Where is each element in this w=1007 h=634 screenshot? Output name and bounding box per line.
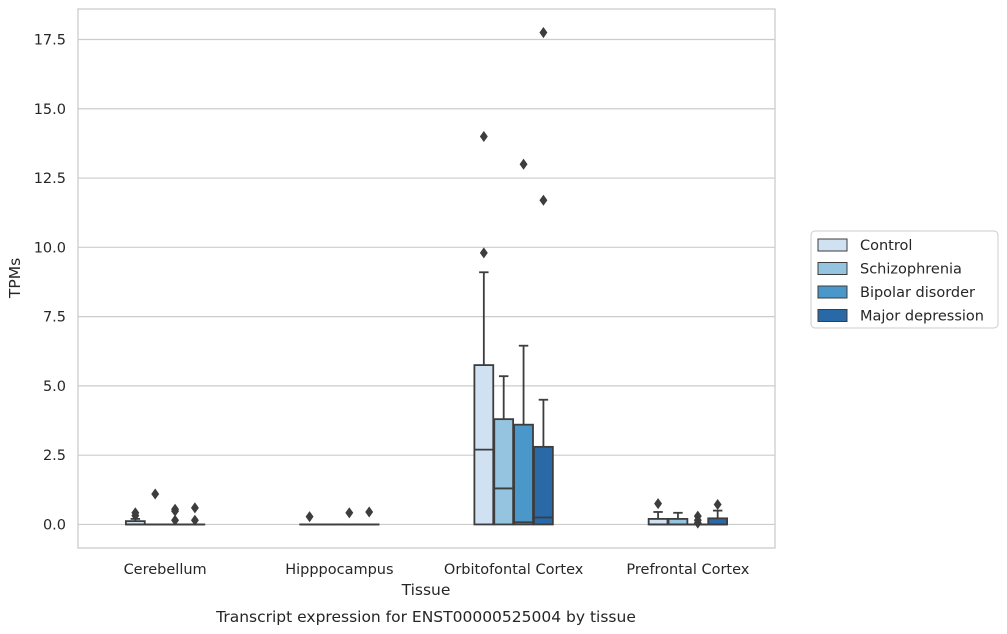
- legend-frame: [810, 230, 999, 329]
- outlier-point: [693, 510, 702, 522]
- outlier-point: [479, 130, 488, 142]
- outlier-point: [519, 158, 528, 170]
- outlier-point: [190, 514, 199, 526]
- legend-swatch: [817, 238, 848, 252]
- legend-swatch: [817, 309, 848, 322]
- box-body: [493, 418, 515, 526]
- legend-label: Major depression: [860, 309, 984, 325]
- box-control: [647, 498, 669, 526]
- legend-item: Major depression: [817, 309, 984, 325]
- box-body: [473, 364, 495, 526]
- box-control: [473, 130, 495, 526]
- box-major-depression: [533, 27, 554, 526]
- legend: Control Schizophrenia Bipolar disorder Majo…: [810, 230, 999, 329]
- outlier-point: [479, 247, 488, 259]
- outlier-point: [365, 506, 374, 518]
- legend-swatch: [817, 262, 848, 275]
- x-tick-labels: Cerebellum Hipppocampus Orbitofontal Corte…: [124, 562, 750, 578]
- y-tick-label: 7.5: [43, 310, 66, 326]
- y-tick-label: 12.5: [34, 171, 66, 187]
- outlier-point: [345, 507, 354, 519]
- outlier-point: [539, 194, 548, 206]
- y-axis-label: TPMs: [6, 258, 24, 299]
- box-bipolar-disorder: [513, 158, 534, 526]
- outlier-point: [305, 511, 314, 523]
- y-tick-label: 10.0: [34, 240, 66, 256]
- box-major-depression: [707, 498, 729, 526]
- outlier-point: [539, 27, 548, 39]
- x-tick-label: Prefrontal Cortex: [626, 562, 749, 578]
- box-control: [299, 511, 320, 526]
- box-body: [533, 445, 554, 526]
- y-tick-labels: 0.0 2.5 5.0 7.5 10.0 12.5 15.0 17.5: [34, 32, 66, 533]
- box-body: [513, 423, 534, 526]
- box-series: [124, 27, 729, 529]
- outlier-point: [151, 488, 160, 500]
- legend-item: Schizophrenia: [817, 262, 962, 278]
- x-tick-label: Orbitofontal Cortex: [444, 562, 584, 578]
- box-schizophrenia: [493, 375, 515, 526]
- x-tick-label: Hipppocampus: [285, 562, 393, 578]
- y-tick-label: 17.5: [34, 32, 66, 48]
- grid-lines: [78, 38, 775, 526]
- legend-label: Control: [860, 238, 912, 254]
- box-control: [124, 507, 146, 526]
- y-tick-label: 2.5: [43, 448, 66, 464]
- box-major-depression: [184, 502, 206, 526]
- y-tick-label: 15.0: [34, 102, 66, 118]
- x-tick-label: Cerebellum: [124, 562, 207, 578]
- y-tick-label: 5.0: [43, 379, 66, 395]
- outlier-point: [713, 498, 722, 511]
- legend-label: Schizophrenia: [860, 262, 962, 278]
- legend-swatch: [817, 285, 848, 299]
- box-bipolar-disorder: [338, 507, 360, 526]
- outlier-point: [654, 498, 663, 510]
- legend-label: Bipolar disorder: [860, 285, 975, 301]
- chart-caption: Transcript expression for ENST0000052500…: [215, 608, 636, 626]
- x-axis-label: Tissue: [401, 581, 451, 599]
- box-schizophrenia: [144, 488, 166, 526]
- plot-area-frame: [77, 8, 776, 549]
- legend-item: Control: [817, 238, 912, 254]
- box-bipolar-disorder: [164, 503, 186, 526]
- legend-item: Bipolar disorder: [817, 285, 975, 301]
- outlier-point: [131, 507, 140, 519]
- box-schizophrenia: [667, 511, 689, 526]
- box-major-depression: [358, 506, 380, 526]
- outlier-point: [171, 503, 180, 515]
- box-bipolar-disorder: [687, 510, 709, 529]
- outlier-point: [171, 514, 180, 526]
- y-tick-label: 0.0: [43, 517, 66, 533]
- box-body: [707, 517, 729, 526]
- outlier-point: [190, 502, 199, 514]
